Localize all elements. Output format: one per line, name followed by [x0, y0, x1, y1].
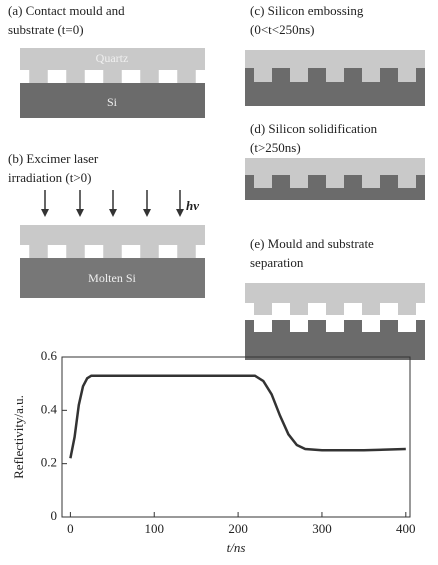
mould-tooth [103, 69, 122, 83]
silicon-substrate [20, 83, 205, 118]
y-tick-label: 0.2 [41, 455, 57, 470]
mould-tooth [326, 67, 344, 82]
silicon-substrate [245, 82, 425, 106]
layer-label: Quartz [96, 51, 129, 65]
panel-label: substrate (t=0) [8, 22, 84, 37]
quartz-mould [245, 283, 425, 303]
mould-tooth [254, 67, 272, 82]
panel-label: (d) Silicon solidification [250, 121, 378, 136]
panel-label: (a) Contact mould and [8, 3, 125, 18]
x-tick-label: 300 [312, 521, 332, 536]
arrow-head [176, 209, 184, 217]
arrow-head [109, 209, 117, 217]
mould-tooth [177, 244, 196, 258]
silicon-bump [308, 175, 326, 189]
silicon-bump [272, 320, 290, 333]
silicon-bump [272, 175, 290, 189]
mould-tooth [66, 244, 85, 258]
x-tick-label: 200 [228, 521, 248, 536]
silicon-bump [344, 175, 362, 189]
silicon-bump [416, 68, 425, 83]
silicon-bump [380, 68, 398, 83]
quartz-mould [20, 48, 205, 70]
x-tick-label: 100 [144, 521, 164, 536]
mould-tooth [362, 67, 380, 82]
silicon-bump [308, 320, 326, 333]
quartz-mould [245, 158, 425, 175]
mould-tooth [290, 67, 308, 82]
x-axis-label: t/ns [227, 540, 246, 555]
mould-tooth [254, 174, 272, 188]
mould-tooth [177, 69, 196, 83]
silicon-substrate [245, 332, 425, 360]
mould-tooth [140, 69, 159, 83]
layer-label: Si [107, 95, 118, 109]
panel-label: separation [250, 255, 304, 270]
arrow-head [41, 209, 49, 217]
silicon-bump [245, 68, 254, 83]
silicon-bump [380, 175, 398, 189]
y-tick-label: 0 [51, 508, 58, 523]
panel-label: (e) Mould and substrate [250, 236, 374, 251]
quartz-mould [245, 50, 425, 68]
y-tick-label: 0.4 [41, 401, 58, 416]
mould-tooth [398, 67, 416, 82]
mould-tooth [326, 302, 344, 315]
y-axis-label: Reflectivity/a.u. [11, 395, 26, 479]
mould-tooth [29, 244, 48, 258]
mould-tooth [362, 174, 380, 188]
mould-tooth [398, 302, 416, 315]
beam-label: hν [186, 198, 199, 213]
mould-tooth [140, 244, 159, 258]
mould-tooth [29, 69, 48, 83]
silicon-bump [344, 320, 362, 333]
mould-tooth [362, 302, 380, 315]
silicon-bump [308, 68, 326, 83]
panel-label: (0<t<250ns) [250, 22, 315, 37]
quartz-mould [20, 225, 205, 245]
panel-label: (c) Silicon embossing [250, 3, 364, 18]
silicon-substrate [20, 258, 205, 298]
silicon-bump [272, 68, 290, 83]
silicon-bump [416, 320, 425, 333]
silicon-bump [344, 68, 362, 83]
layer-label: Molten Si [88, 271, 136, 285]
silicon-bump [416, 175, 425, 189]
silicon-bump [245, 320, 254, 333]
mould-tooth [290, 174, 308, 188]
arrow-head [143, 209, 151, 217]
panel-label: (b) Excimer laser [8, 151, 99, 166]
panel-label: irradiation (t>0) [8, 170, 92, 185]
y-tick-label: 0.6 [41, 348, 58, 363]
x-tick-label: 400 [396, 521, 416, 536]
mould-tooth [103, 244, 122, 258]
mould-tooth [290, 302, 308, 315]
silicon-bump [245, 175, 254, 189]
panel-label: (t>250ns) [250, 140, 301, 155]
mould-tooth [254, 302, 272, 315]
x-tick-label: 0 [67, 521, 74, 536]
mould-tooth [326, 174, 344, 188]
mould-tooth [66, 69, 85, 83]
arrow-head [76, 209, 84, 217]
silicon-substrate [245, 188, 425, 200]
silicon-bump [380, 320, 398, 333]
reflectivity-line [69, 374, 406, 459]
plot-frame [61, 356, 411, 518]
mould-tooth [398, 174, 416, 188]
